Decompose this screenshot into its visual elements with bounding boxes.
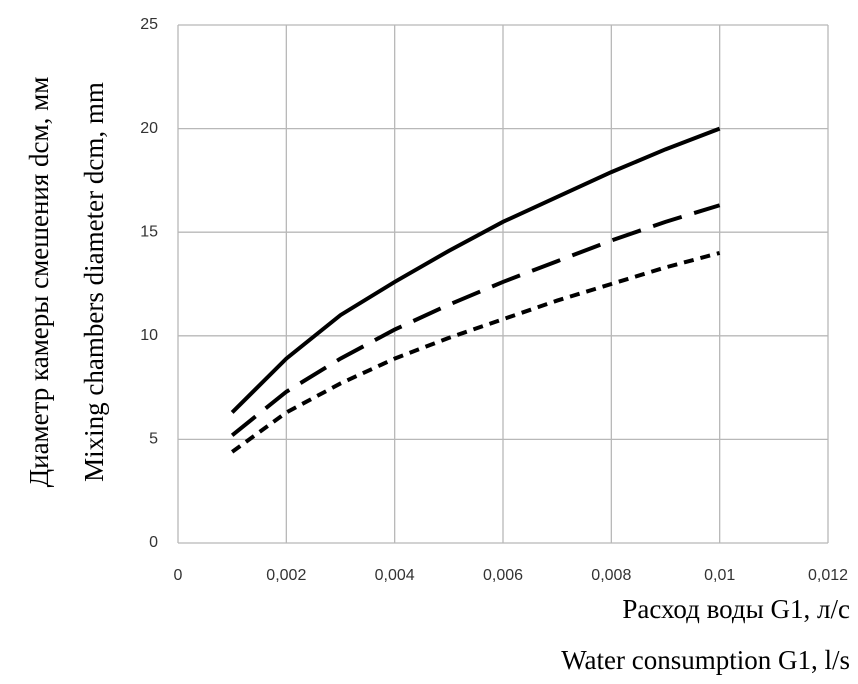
x-tick-label: 0,012	[808, 567, 848, 584]
y-tick-label: 0	[149, 534, 158, 551]
x-tick-label: 0	[174, 567, 183, 584]
y-tick-label: 25	[140, 16, 158, 33]
x-axis-label: Расход воды G1, л/с	[622, 594, 850, 624]
y-axis-label: Mixing chambers diameter dcm, mm	[79, 82, 109, 482]
data-line	[230, 250, 721, 454]
y-tick-label: 15	[140, 223, 158, 240]
x-tick-label: 0,01	[704, 567, 735, 584]
x-tick-label: 0,004	[375, 567, 415, 584]
y-tick-label: 10	[140, 327, 158, 344]
x-axis-label: Water consumption G1, l/s	[561, 645, 850, 675]
y-tick-label: 20	[140, 120, 158, 137]
x-tick-label: 0,006	[483, 567, 523, 584]
y-axis-label: Диаметр камеры смешения dсм, мм	[24, 77, 54, 488]
y-tick-label: 5	[149, 431, 158, 448]
data-line	[230, 126, 721, 414]
x-tick-label: 0,008	[591, 567, 631, 584]
x-tick-label: 0,002	[266, 567, 306, 584]
data-line	[230, 203, 721, 437]
